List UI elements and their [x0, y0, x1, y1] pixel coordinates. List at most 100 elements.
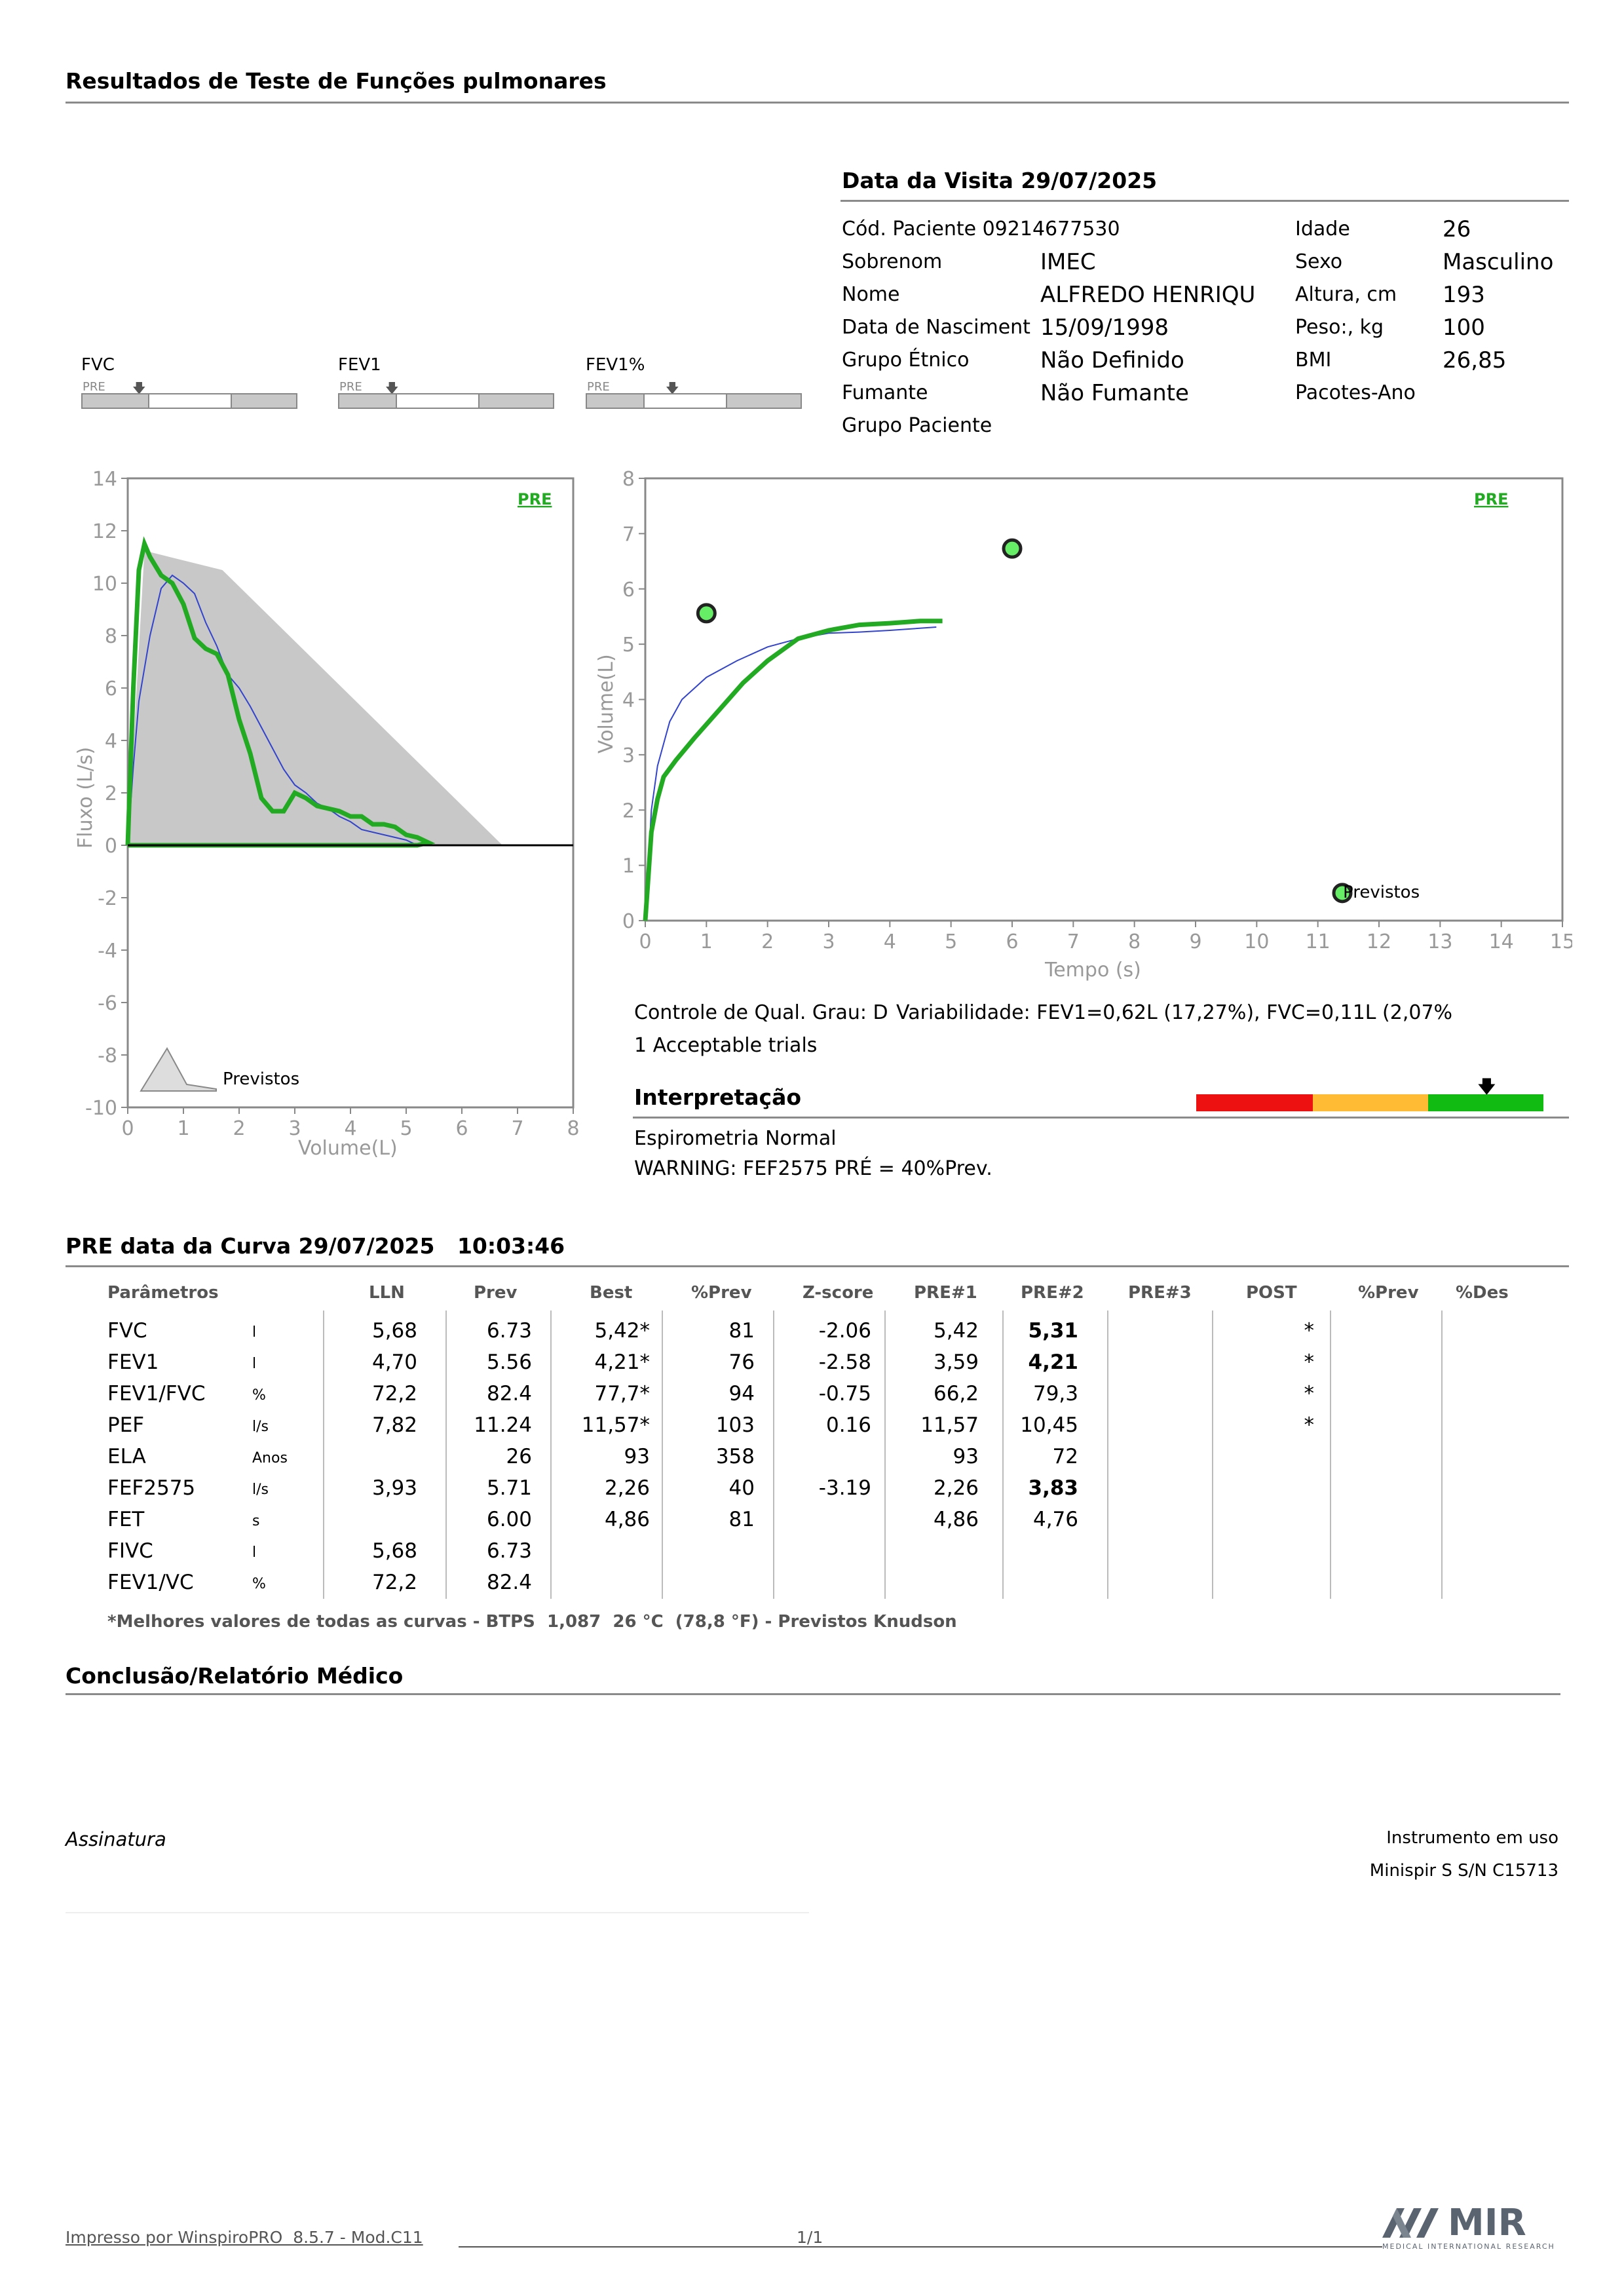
y-tick-label: 1 — [622, 855, 635, 878]
trial-curve-pre — [125, 536, 436, 848]
cell-lln: 7,82 — [371, 1413, 417, 1437]
arrow-down-icon: 🡇 — [132, 380, 146, 396]
cell-pre1: 66,2 — [933, 1382, 979, 1406]
cell-post: * — [1304, 1382, 1315, 1406]
chart-tag: PRE — [518, 490, 552, 508]
cell-z: -2.58 — [818, 1350, 871, 1374]
x-tick-label: 15 — [1550, 930, 1572, 953]
visit-field-label: Grupo Paciente — [842, 414, 992, 437]
column-divider — [884, 1311, 886, 1599]
y-tick-label: 8 — [105, 625, 117, 648]
x-axis-label: Volume(L) — [298, 1137, 398, 1160]
cell-best: 5,42* — [594, 1319, 650, 1343]
mir-logo-icon — [1382, 2208, 1439, 2238]
x-tick-label: 9 — [1189, 930, 1201, 953]
cell-prev: 6.00 — [486, 1508, 532, 1531]
cell-pre2: 4,21 — [1028, 1350, 1079, 1374]
arrow-down-icon: 🡇 — [666, 380, 679, 396]
cell-pre1: 11,57 — [920, 1413, 979, 1437]
column-header: %Prev — [1358, 1283, 1419, 1303]
signature-label: Assinatura — [66, 1828, 166, 1850]
signature-line — [66, 1912, 809, 1913]
visit-field-value: ALFREDO HENRIQU — [1040, 282, 1256, 308]
visit-field-value: Não Definido — [1040, 347, 1184, 373]
cell-pct: 81 — [728, 1319, 755, 1343]
predicted-point — [1332, 883, 1353, 904]
cell-best: 4,21* — [594, 1350, 650, 1374]
page-number: 1/1 — [797, 2228, 823, 2247]
mir-logo: MIR MEDICAL INTERNATIONAL RESEARCH — [1382, 2202, 1566, 2254]
visit-rule — [840, 200, 1569, 202]
x-tick-label: 10 — [1244, 930, 1269, 953]
quality-bar-track — [338, 393, 554, 409]
x-tick-label: 8 — [1128, 930, 1141, 953]
y-tick-label: -8 — [98, 1044, 117, 1067]
cell-lln: 5,68 — [371, 1539, 417, 1563]
mir-logo-sub: MEDICAL INTERNATIONAL RESEARCH — [1382, 2242, 1555, 2251]
x-tick-label: 5 — [945, 930, 957, 953]
x-tick-label: 4 — [344, 1117, 356, 1140]
cell-z: -0.75 — [818, 1382, 871, 1406]
acceptable-trials: 1 Acceptable trials — [634, 1034, 818, 1057]
predicted-point — [696, 603, 717, 624]
x-tick-label: 7 — [1067, 930, 1080, 953]
y-tick-label: 14 — [92, 468, 117, 491]
quality-bar-label: FEV1% — [586, 355, 645, 375]
visit-field-label: Fumante — [842, 381, 928, 404]
y-tick-label: -4 — [98, 940, 117, 963]
cell-pre2: 10,45 — [1020, 1413, 1078, 1437]
cell-lln: 72,2 — [371, 1382, 417, 1406]
visit-title: Data da Visita 29/07/2025 — [842, 168, 1158, 193]
cell-prev: 82.4 — [486, 1571, 532, 1594]
y-tick-label: 3 — [622, 744, 635, 767]
column-header: %Des — [1456, 1283, 1509, 1303]
predicted-points — [696, 538, 1353, 904]
cell-pct: 94 — [728, 1382, 755, 1406]
quality-bar-tag: PRE — [587, 380, 610, 394]
x-tick-label: 13 — [1427, 930, 1452, 953]
predicted-area — [128, 550, 503, 845]
column-header: %Prev — [691, 1283, 752, 1303]
y-tick-label: 0 — [622, 910, 635, 933]
column-divider — [323, 1311, 324, 1599]
y-tick-label: 4 — [105, 730, 117, 753]
arrow-down-icon: 🡇 — [1478, 1077, 1496, 1097]
trial-curve-pre — [643, 619, 943, 921]
y-tick-label: 4 — [622, 689, 635, 712]
x-tick-label: 3 — [822, 930, 835, 953]
param-unit: % — [252, 1576, 266, 1592]
y-tick-label: -10 — [85, 1097, 117, 1120]
y-tick-label: 5 — [622, 634, 635, 657]
cell-lln: 5,68 — [371, 1319, 417, 1343]
column-header: Prev — [474, 1283, 518, 1303]
cell-best: 4,86 — [604, 1508, 650, 1531]
param-name: FEF2575 — [107, 1476, 196, 1500]
param-name: FIVC — [107, 1539, 153, 1563]
column-divider — [1330, 1311, 1331, 1599]
legend-label: Previstos — [223, 1069, 299, 1089]
quality-variability: Variabilidade: FEV1=0,62L (17,27%), FVC=… — [896, 1001, 1453, 1024]
x-tick-label: 12 — [1367, 930, 1391, 953]
visit-field-label: BMI — [1295, 349, 1332, 372]
column-divider — [1107, 1311, 1108, 1599]
cell-pct: 358 — [715, 1445, 755, 1468]
y-tick-label: 2 — [622, 799, 635, 822]
x-tick-label: 2 — [761, 930, 774, 953]
x-tick-label: 0 — [639, 930, 651, 953]
x-tick-label: 6 — [455, 1117, 468, 1140]
cell-z: 0.16 — [825, 1413, 871, 1437]
cell-pct: 103 — [715, 1413, 755, 1437]
visit-field-value: Masculino — [1443, 249, 1554, 275]
arrow-down-icon: 🡇 — [385, 380, 399, 396]
legend-label: Previstos — [1343, 883, 1420, 902]
cell-best: 2,26 — [604, 1476, 650, 1500]
quality-bar-track — [586, 393, 802, 409]
cell-prev: 5.56 — [486, 1350, 532, 1374]
visit-field-value: 26 — [1443, 216, 1471, 242]
param-name: FEV1/VC — [107, 1571, 194, 1594]
cell-prev: 82.4 — [486, 1382, 532, 1406]
visit-field-label: Sobrenom — [842, 250, 943, 273]
legend-thumbnail — [138, 1042, 223, 1094]
cell-pct: 81 — [728, 1508, 755, 1531]
column-header: PRE#3 — [1128, 1283, 1192, 1303]
